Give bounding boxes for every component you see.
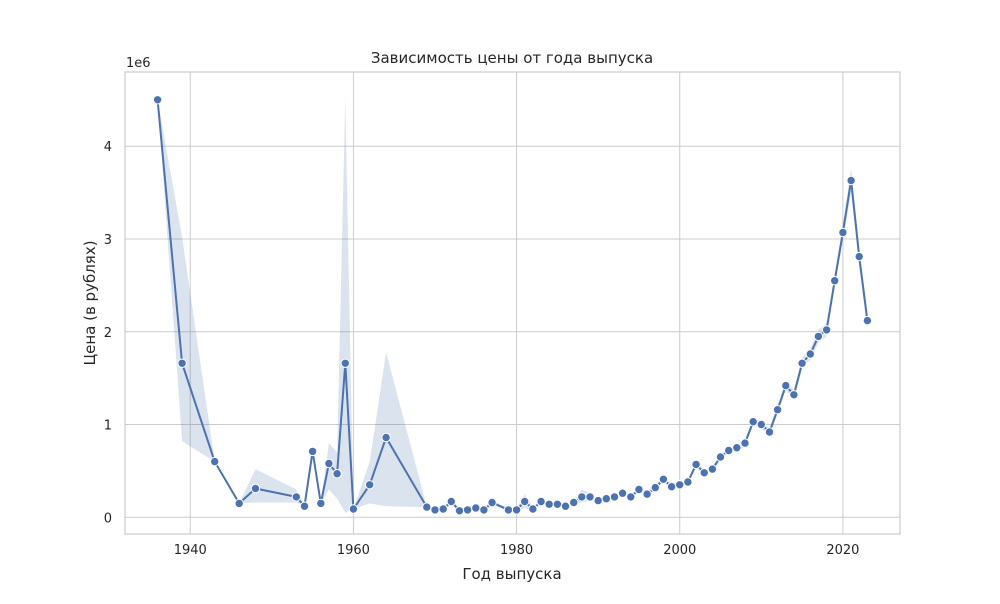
data-point <box>177 358 187 368</box>
y-tick-label: 3 <box>104 233 112 248</box>
data-point <box>854 251 864 262</box>
data-point <box>479 505 489 515</box>
data-point <box>658 474 669 484</box>
data-point <box>772 405 783 415</box>
data-point <box>756 419 766 430</box>
data-point <box>503 505 514 515</box>
grid <box>125 72 900 534</box>
y-tick-label: 0 <box>104 511 112 526</box>
data-point <box>813 331 824 342</box>
data-point <box>838 227 848 238</box>
data-point <box>691 459 701 470</box>
data-point <box>324 458 334 469</box>
data-point <box>626 492 636 502</box>
x-tick-label: 2020 <box>826 543 859 558</box>
data-point <box>544 499 554 509</box>
x-tick-label: 1980 <box>500 543 533 558</box>
data-point <box>748 417 758 427</box>
data-point <box>471 503 481 513</box>
y-tick-label: 4 <box>104 140 112 155</box>
data-point <box>340 358 350 368</box>
data-point <box>789 390 799 400</box>
data-point <box>552 499 563 509</box>
data-point <box>830 276 840 286</box>
data-point <box>617 488 628 498</box>
data-point <box>291 492 301 502</box>
data-point <box>724 445 734 456</box>
x-tick-label: 1940 <box>174 543 207 558</box>
data-point <box>348 504 359 514</box>
data-point <box>332 469 342 479</box>
data-point <box>430 505 440 515</box>
data-point <box>577 492 587 502</box>
x-tick-labels: 1940 1960 1980 2000 2020 <box>174 543 860 558</box>
data-point <box>862 315 873 326</box>
data-point <box>585 492 595 502</box>
x-axis-label: Год выпуска <box>462 565 561 583</box>
confidence-band-layer <box>157 98 868 513</box>
data-point <box>683 477 693 487</box>
data-point <box>152 95 163 105</box>
data-point <box>650 482 660 493</box>
data-point <box>707 464 718 474</box>
data-point <box>520 496 530 507</box>
data-point <box>601 494 611 504</box>
data-point <box>666 482 677 492</box>
data-point <box>821 325 832 335</box>
plot-frame <box>124 71 901 535</box>
data-point <box>307 446 318 457</box>
data-point <box>438 504 448 514</box>
chart-title: Зависимость цены от года выпуска <box>371 49 653 67</box>
y-tick-labels: 0 1 2 3 4 <box>104 140 112 526</box>
data-point <box>528 504 538 514</box>
data-point <box>593 495 603 506</box>
marker-layer <box>152 95 873 516</box>
data-point <box>487 497 497 508</box>
data-point <box>381 432 391 443</box>
data-point <box>454 506 465 516</box>
data-point <box>699 468 709 478</box>
data-point <box>797 358 807 368</box>
data-point <box>536 496 546 507</box>
data-point <box>846 175 856 186</box>
data-point <box>250 483 261 494</box>
data-point <box>511 505 522 515</box>
data-point <box>732 443 742 453</box>
data-point <box>560 501 571 511</box>
data-point <box>805 349 815 359</box>
data-point <box>642 489 652 499</box>
data-point <box>210 456 220 467</box>
series-line-layer <box>156 99 869 512</box>
y-axis-label: Цена (в рублях) <box>81 240 99 365</box>
data-point <box>234 498 244 509</box>
data-point <box>462 505 473 515</box>
data-point <box>675 480 685 490</box>
x-tick-label: 1960 <box>337 543 370 558</box>
data-point <box>365 480 375 490</box>
x-tick-label: 2000 <box>663 543 696 558</box>
data-point <box>740 438 750 448</box>
data-point <box>569 497 579 508</box>
data-point <box>316 498 326 509</box>
data-point <box>446 496 456 507</box>
data-point <box>764 427 775 437</box>
y-offset-label: 1e6 <box>126 56 151 71</box>
y-tick-label: 1 <box>104 419 112 434</box>
data-point <box>634 484 644 495</box>
series-line <box>156 99 869 512</box>
data-point <box>299 501 310 511</box>
y-tick-label: 2 <box>104 326 112 341</box>
data-point <box>781 380 791 391</box>
confidence-band <box>157 98 868 513</box>
data-point <box>609 492 620 502</box>
data-point <box>715 452 726 462</box>
data-point <box>422 502 432 512</box>
